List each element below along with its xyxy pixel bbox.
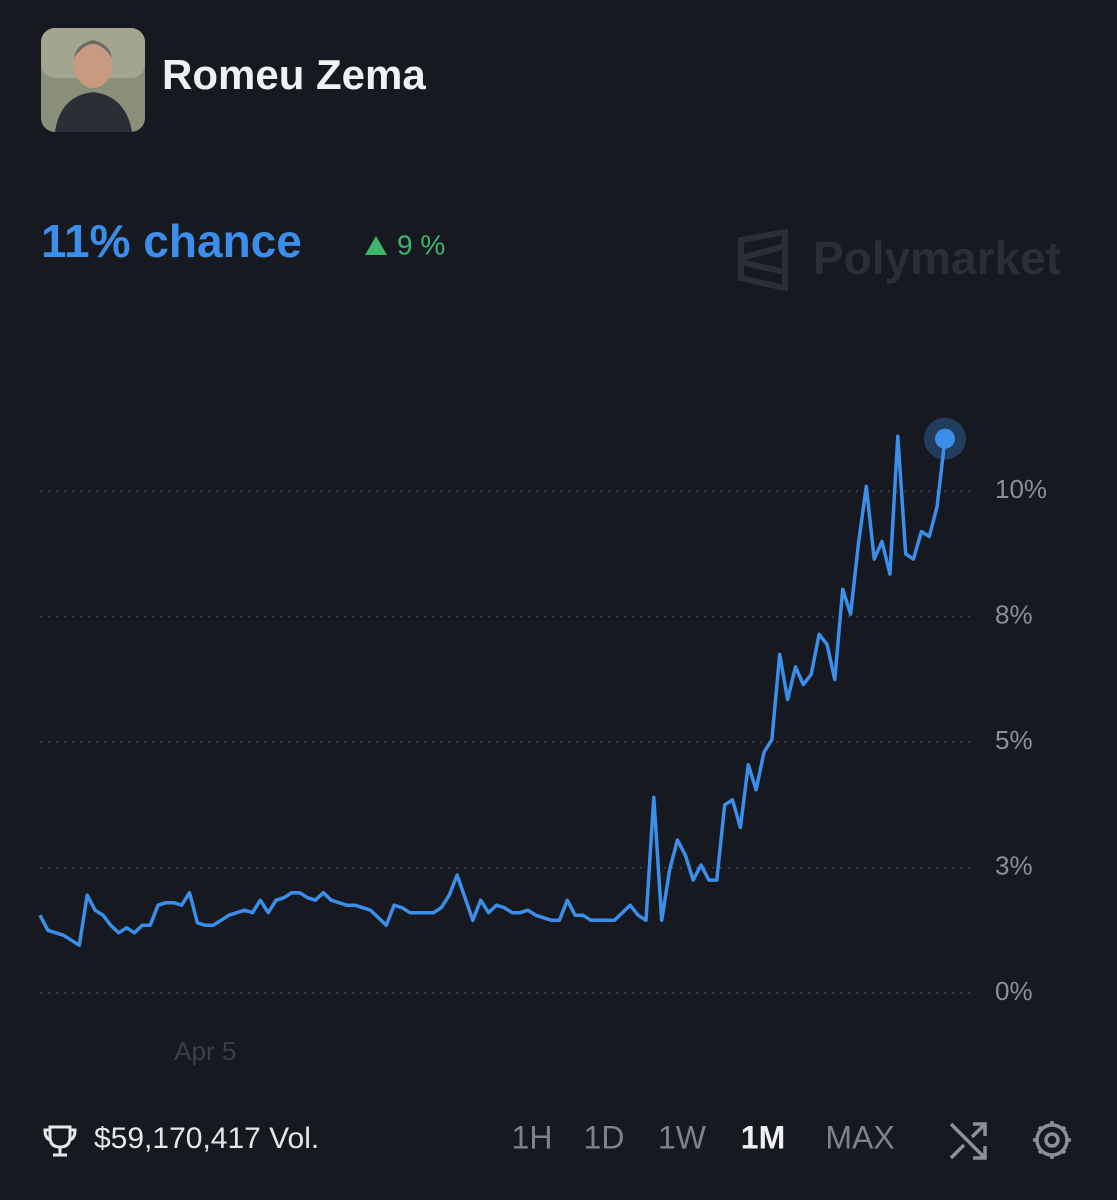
avatar bbox=[41, 28, 145, 132]
y-tick-label: 5% bbox=[995, 725, 1033, 755]
x-tick-label: Apr 5 bbox=[174, 1036, 236, 1066]
watermark-logo bbox=[738, 228, 788, 292]
range-button[interactable]: MAX bbox=[825, 1119, 894, 1155]
volume: $59,170,417 Vol. bbox=[94, 1122, 319, 1155]
price-line bbox=[38, 434, 947, 948]
y-tick-label: 8% bbox=[995, 600, 1033, 630]
range-button[interactable]: 1H bbox=[512, 1119, 553, 1155]
settings-icon[interactable] bbox=[1033, 1121, 1071, 1159]
change: 9 % bbox=[397, 229, 445, 260]
range-button[interactable]: 1M bbox=[741, 1119, 785, 1155]
watermark: Polymarket bbox=[813, 232, 1061, 284]
y-tick-label: 0% bbox=[995, 976, 1033, 1006]
shuffle-icon[interactable] bbox=[949, 1122, 987, 1160]
range-buttons: 1H 1D 1W 1M MAX bbox=[512, 1119, 895, 1155]
y-tick-label: 10% bbox=[995, 474, 1047, 504]
last-point bbox=[935, 428, 955, 449]
range-button[interactable]: 1D bbox=[584, 1119, 625, 1155]
trophy-icon bbox=[43, 1125, 77, 1157]
market-title: Romeu Zema bbox=[162, 51, 426, 98]
plot: 0% 3% 5% 8% 10% Apr 5 bbox=[38, 417, 1047, 1066]
change-arrow bbox=[365, 236, 387, 255]
y-tick-label: 3% bbox=[995, 850, 1033, 880]
range-button[interactable]: 1W bbox=[658, 1119, 707, 1155]
chance: 11% chance bbox=[41, 215, 302, 267]
